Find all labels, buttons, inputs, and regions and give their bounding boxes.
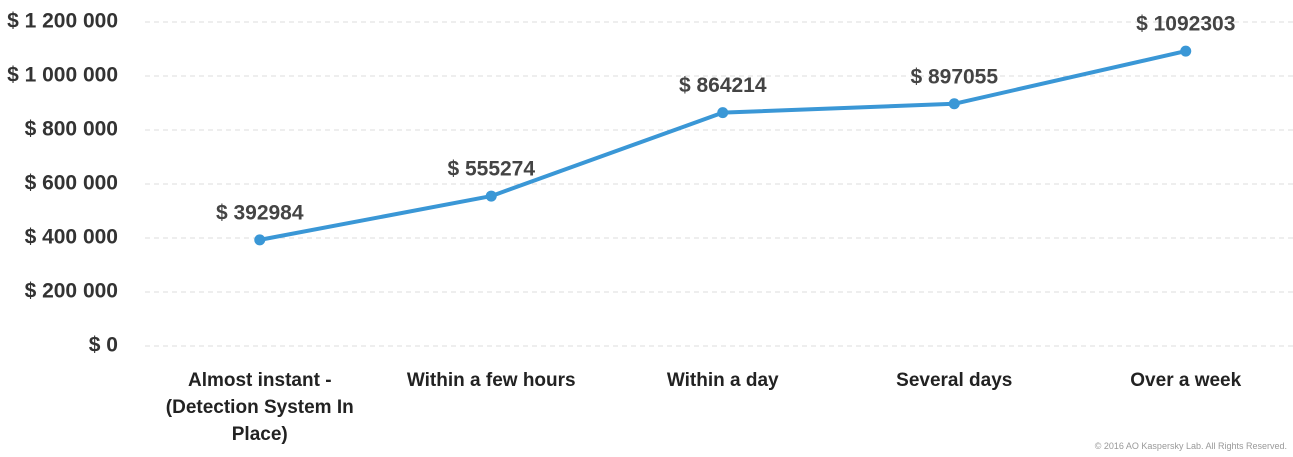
y-tick-label: $ 600 000 — [25, 172, 118, 195]
point — [1180, 45, 1192, 57]
point — [948, 98, 960, 110]
y-tick-label: $ 1 000 000 — [7, 64, 118, 87]
value-label: $ 392984 — [216, 201, 304, 224]
value-label: $ 1092303 — [1136, 13, 1235, 36]
point — [485, 190, 497, 202]
value-label: $ 864214 — [679, 74, 767, 97]
x-tick-label: Almost instant - (Detection System In Pl… — [165, 370, 354, 445]
y-tick-label: $ 200 000 — [25, 280, 118, 303]
y-tick-label: $ 1 200 000 — [7, 10, 118, 33]
x-tick-label: Within a few hours — [406, 370, 576, 391]
value-label: $ 555274 — [447, 158, 535, 181]
y-tick-label: $ 400 000 — [25, 226, 118, 249]
point — [717, 107, 729, 119]
value-label: $ 897055 — [910, 65, 998, 88]
y-tick-label: $ 800 000 — [25, 118, 118, 141]
y-tick-label: $ 0 — [89, 334, 118, 357]
x-tick-label: Several days — [896, 370, 1013, 391]
x-tick-label: Within a day — [666, 370, 779, 391]
x-tick-label: Over a week — [1130, 370, 1242, 391]
footnote: © 2016 AO Kaspersky Lab. All Rights Rese… — [1094, 441, 1287, 451]
point — [254, 234, 266, 246]
